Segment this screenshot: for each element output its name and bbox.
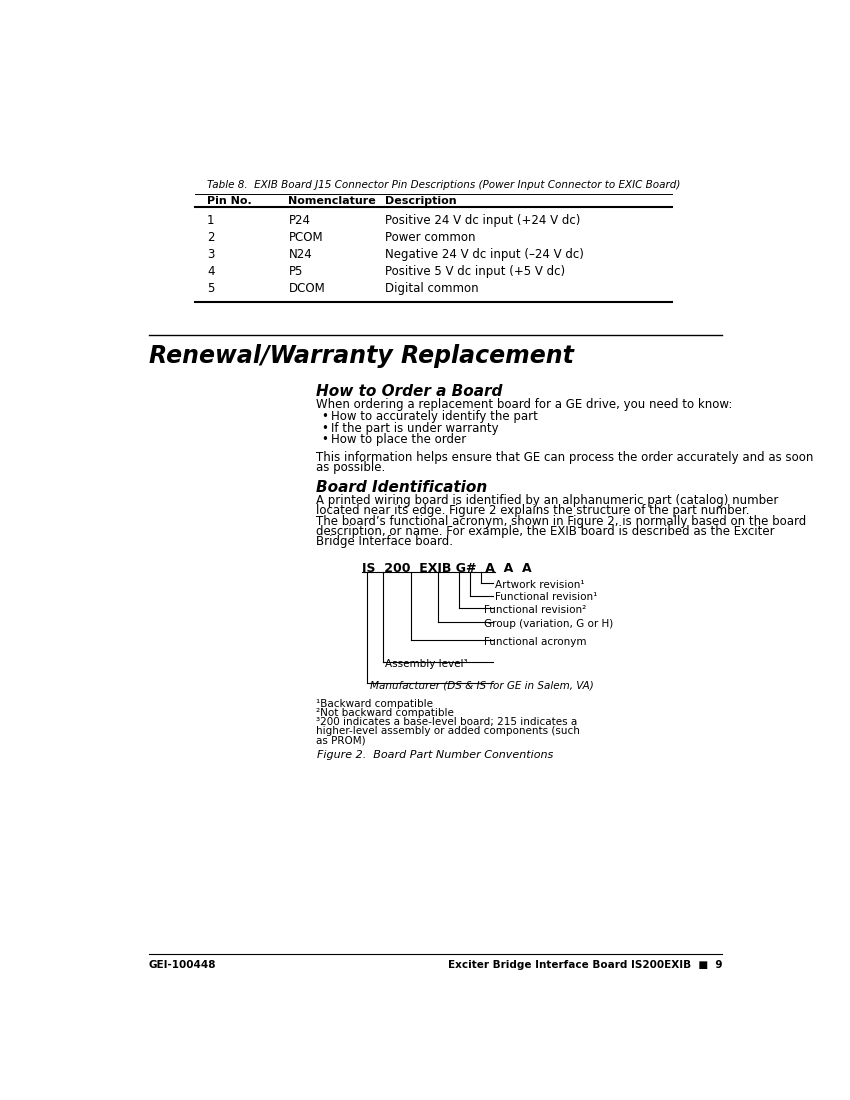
Text: ³200 indicates a base-level board; 215 indicates a: ³200 indicates a base-level board; 215 i…	[315, 717, 577, 727]
Text: Nomenclature: Nomenclature	[288, 196, 376, 206]
Text: GEI-100448: GEI-100448	[149, 959, 217, 970]
Text: located near its edge. Figure 2 explains the structure of the part number.: located near its edge. Figure 2 explains…	[315, 504, 749, 517]
Text: Table 8.  EXIB Board J15 Connector Pin Descriptions (Power Input Connector to EX: Table 8. EXIB Board J15 Connector Pin De…	[207, 179, 680, 189]
Text: 3: 3	[207, 249, 214, 262]
Text: Description: Description	[385, 196, 456, 206]
Text: When ordering a replacement board for a GE drive, you need to know:: When ordering a replacement board for a …	[315, 397, 732, 410]
Text: Bridge Interface board.: Bridge Interface board.	[315, 535, 452, 548]
Text: as possible.: as possible.	[315, 461, 385, 474]
Text: Power common: Power common	[385, 231, 476, 244]
Text: Negative 24 V dc input (–24 V dc): Negative 24 V dc input (–24 V dc)	[385, 249, 584, 262]
Text: Figure 2.  Board Part Number Conventions: Figure 2. Board Part Number Conventions	[318, 749, 553, 759]
Text: Digital common: Digital common	[385, 282, 479, 295]
Text: A printed wiring board is identified by an alphanumeric part (catalog) number: A printed wiring board is identified by …	[315, 494, 778, 507]
Text: Pin No.: Pin No.	[207, 196, 252, 206]
Text: Functional acronym: Functional acronym	[484, 637, 587, 647]
Text: How to place the order: How to place the order	[331, 433, 467, 447]
Text: 4: 4	[207, 265, 214, 278]
Text: ¹Backward compatible: ¹Backward compatible	[315, 698, 433, 708]
Text: Assembly level³: Assembly level³	[385, 659, 468, 669]
Text: Functional revision²: Functional revision²	[484, 605, 586, 615]
Text: DCOM: DCOM	[288, 282, 325, 295]
Text: •: •	[321, 421, 329, 434]
Text: Positive 24 V dc input (+24 V dc): Positive 24 V dc input (+24 V dc)	[385, 214, 581, 228]
Text: How to Order a Board: How to Order a Board	[315, 384, 502, 399]
Text: •: •	[321, 410, 329, 424]
Text: Group (variation, G or H): Group (variation, G or H)	[484, 618, 614, 628]
Text: P5: P5	[288, 265, 303, 278]
Text: How to accurately identify the part: How to accurately identify the part	[331, 410, 538, 424]
Text: Board Identification: Board Identification	[315, 480, 487, 495]
Text: IS  200  EXIB G#  A  A  A: IS 200 EXIB G# A A A	[362, 562, 531, 574]
Text: PCOM: PCOM	[288, 231, 323, 244]
Text: ²Not backward compatible: ²Not backward compatible	[315, 708, 453, 718]
Text: Renewal/Warranty Replacement: Renewal/Warranty Replacement	[149, 343, 574, 367]
Text: •: •	[321, 433, 329, 447]
Text: This information helps ensure that GE can process the order accurately and as so: This information helps ensure that GE ca…	[315, 451, 813, 464]
Text: description, or name. For example, the EXIB board is described as the Exciter: description, or name. For example, the E…	[315, 525, 774, 538]
Text: The board’s functional acronym, shown in Figure 2, is normally based on the boar: The board’s functional acronym, shown in…	[315, 515, 806, 528]
Text: Artwork revision¹: Artwork revision¹	[496, 580, 585, 590]
Text: N24: N24	[288, 249, 312, 262]
Text: 1: 1	[207, 214, 214, 228]
Text: higher-level assembly or added components (such: higher-level assembly or added component…	[315, 726, 580, 736]
Text: Positive 5 V dc input (+5 V dc): Positive 5 V dc input (+5 V dc)	[385, 265, 565, 278]
Text: as PROM): as PROM)	[315, 736, 366, 746]
Text: Exciter Bridge Interface Board IS200EXIB  ■  9: Exciter Bridge Interface Board IS200EXIB…	[448, 959, 722, 970]
Text: Functional revision¹: Functional revision¹	[496, 593, 598, 603]
Text: P24: P24	[288, 214, 310, 228]
Text: 5: 5	[207, 282, 214, 295]
Text: Manufacturer (DS & IS for GE in Salem, VA): Manufacturer (DS & IS for GE in Salem, V…	[370, 680, 593, 690]
Text: If the part is under warranty: If the part is under warranty	[331, 421, 499, 434]
Text: 2: 2	[207, 231, 214, 244]
